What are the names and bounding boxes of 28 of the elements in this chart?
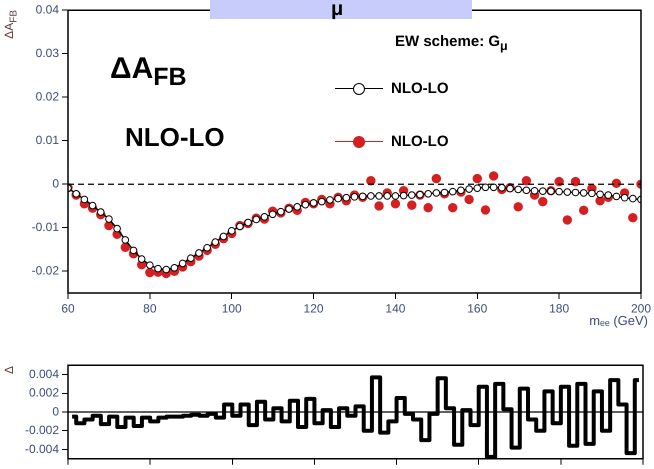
annotation: EW scheme: G$_{μ}$ [395, 33, 508, 53]
y-tick-label: 0.02 [36, 90, 60, 104]
y-tick-label: -0.002 [24, 423, 60, 438]
y-tick-label: 0.002 [28, 386, 60, 400]
x-axis-title: mₑₑ (GeV) [589, 313, 648, 328]
x-tick-label: 100 [222, 302, 242, 316]
x-tick-label: 60 [61, 302, 75, 316]
x-tick-label: 140 [385, 302, 406, 316]
x-tick-label: 180 [549, 302, 570, 316]
x-tick-label: 120 [304, 302, 324, 316]
legend-label: NLO-LO [391, 133, 448, 150]
x-tick-label: 160 [467, 302, 488, 316]
annotation: NLO-LO [125, 122, 225, 153]
annotation: ΔA$_{FB}$ [110, 52, 187, 92]
y-tick-label: -0.004 [24, 442, 60, 456]
y-tick-label: 0.03 [36, 46, 60, 60]
legend-label: NLO-LO [391, 80, 448, 97]
y-tick-label: 0.04 [36, 2, 60, 17]
y-tick-label: -0.02 [32, 264, 60, 278]
y-tick-label: -0.01 [32, 220, 60, 234]
x-tick-label: 80 [143, 302, 157, 316]
y-tick-label: 0.004 [28, 366, 60, 381]
y-tick-label: 0 [52, 176, 60, 191]
y-axis-title: Δ [2, 366, 16, 374]
x-tick-label: 200 [630, 302, 652, 316]
annotation: μ [331, 0, 344, 20]
y-tick-label: 0 [52, 404, 60, 418]
y-tick-label: 0.01 [36, 133, 60, 148]
